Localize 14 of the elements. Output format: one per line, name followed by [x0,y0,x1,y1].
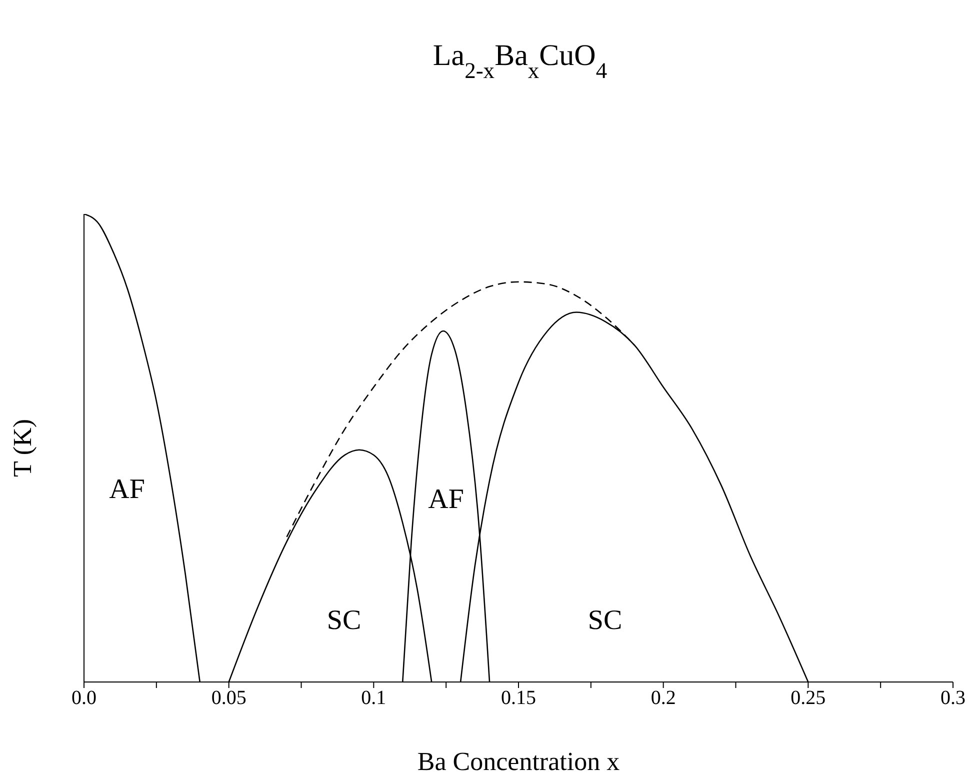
x-axis-title: Ba Concentration x [417,747,620,776]
annotation: SC [326,605,362,636]
y-axis-title: T (K) [8,418,38,478]
x-tick-label: 0.15 [501,687,536,710]
x-tick-label: 0.0 [72,687,96,710]
annotation: SC [588,605,622,636]
annotation: AF [109,474,145,505]
x-tick-label: 0.05 [211,687,246,710]
x-tick-label: 0.3 [940,687,966,710]
chart-title: La$_{2-x}$Ba$_{x}$CuO$_{4}$ [432,39,608,82]
x-tick-label: 0.1 [361,687,386,710]
x-tick-label: 0.25 [790,687,826,710]
annotation: AF [428,484,464,515]
x-tick-label: 0.2 [650,687,676,710]
